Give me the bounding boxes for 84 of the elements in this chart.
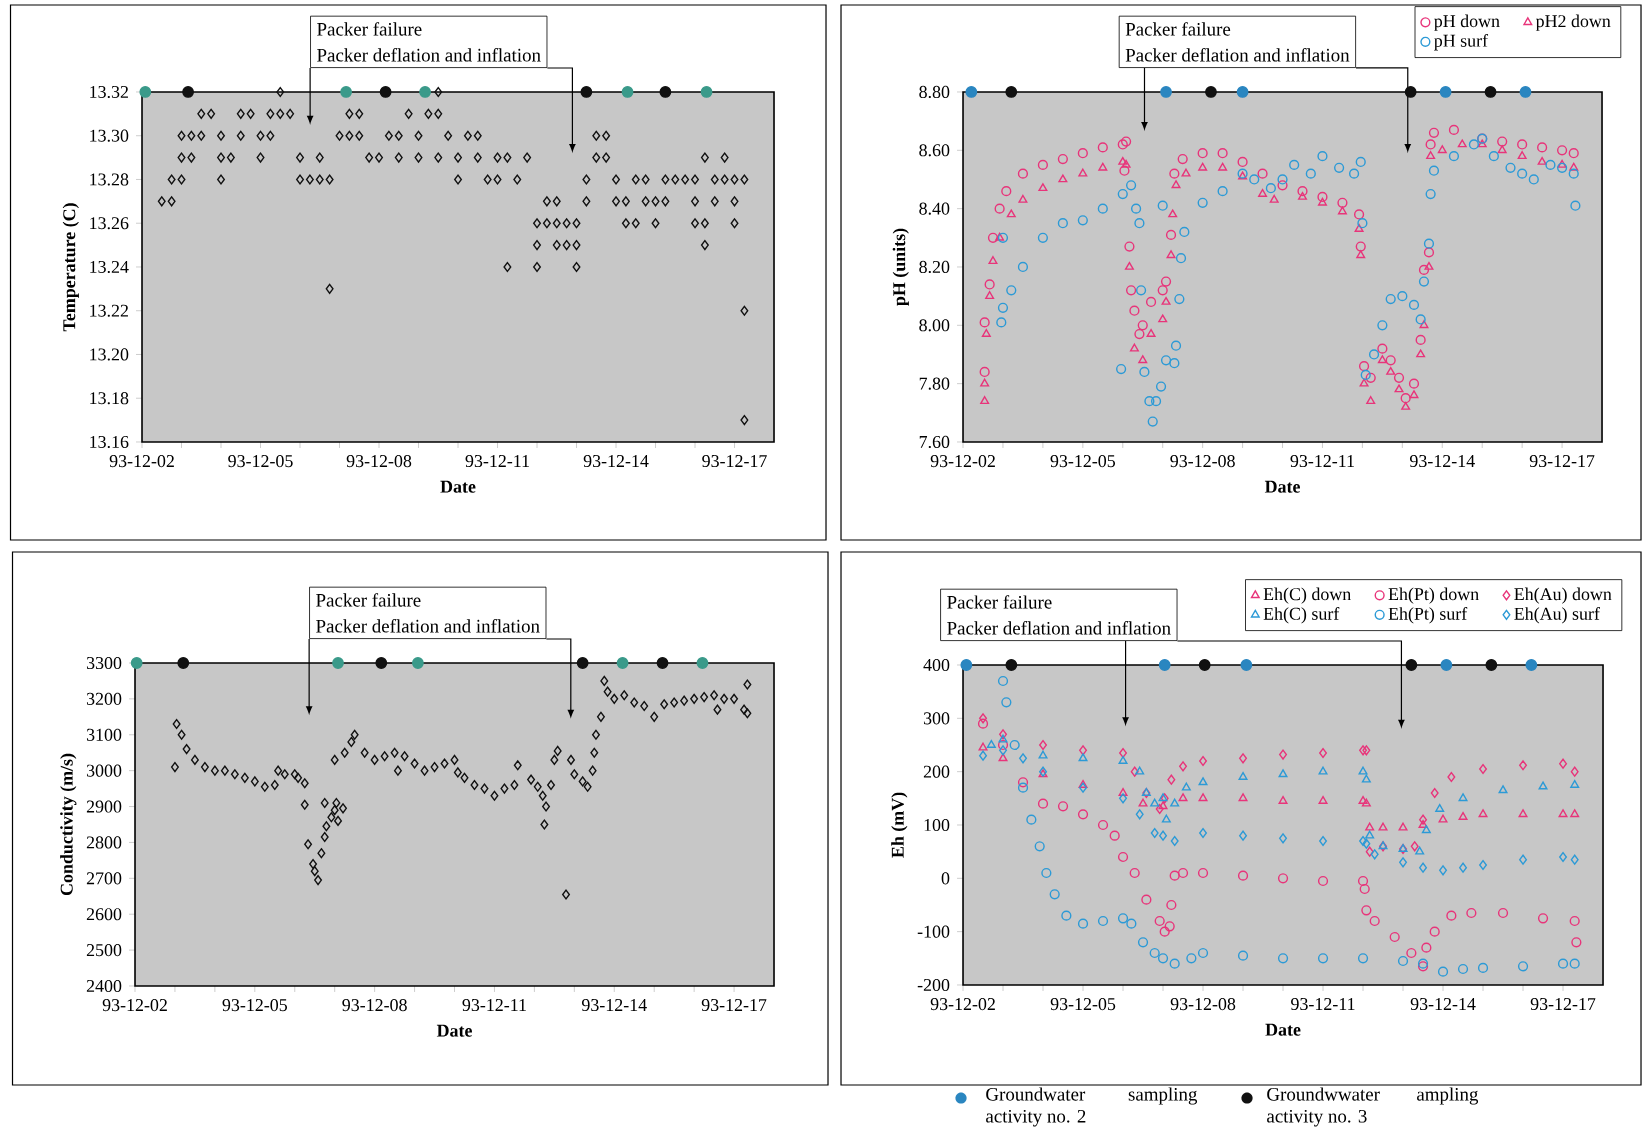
text: Packer failure [317, 22, 422, 36]
x-tick-label: 93-12-02 [109, 455, 174, 468]
y-tick-label: 2900 [86, 800, 122, 813]
y-tick-label: 3300 [86, 656, 122, 670]
x-tick-label: 93-12-17 [702, 455, 767, 468]
y-tick-label: 2600 [86, 908, 122, 921]
y-tick-label: 13.28 [90, 173, 129, 186]
x-tick-label: 93-12-11 [465, 455, 529, 468]
y-tick-label: 2800 [86, 836, 122, 849]
y-tick-label: 3000 [86, 764, 122, 777]
legend-label: Eh(C) surf [1263, 607, 1340, 624]
y-tick-label: 400 [923, 658, 950, 672]
y-tick-label: 3100 [86, 728, 122, 741]
x-tick-label: 93-12-14 [581, 999, 647, 1012]
y-tick-label: -100 [917, 925, 950, 938]
y-tick-label: 2400 [86, 979, 122, 993]
y-tick-label: 13.22 [90, 304, 128, 317]
x-tick-label: 93-12-08 [346, 455, 412, 468]
y-tick-label: 7.80 [919, 377, 950, 390]
x-tick-label: 93-12-17 [1529, 455, 1595, 468]
x-axis-title: Date [1264, 480, 1300, 493]
legend-label: Eh(Au) down [1514, 587, 1612, 604]
y-tick-label: 0 [941, 872, 950, 885]
y-tick-label: 100 [924, 818, 950, 832]
x-tick-label: 93-12-02 [102, 999, 167, 1012]
legend-label: pH down [1434, 14, 1500, 31]
legend-label: Eh(Au) surf [1514, 607, 1600, 624]
x-tick-label: 93-12-02 [930, 998, 995, 1011]
x-tick-label: 93-12-14 [583, 455, 649, 468]
legend-label: pH surf [1434, 33, 1489, 51]
y-tick-label: 2500 [86, 944, 122, 957]
y-axis-title: Eh (mV) [891, 792, 908, 858]
x-tick-label: 93-12-08 [1170, 455, 1235, 468]
y-tick-label: -200 [917, 978, 950, 992]
x-tick-label: 93-12-08 [342, 999, 407, 1012]
x-tick-label: 93-12-17 [1530, 998, 1596, 1011]
y-axis-title: Temperature (C) [62, 203, 79, 332]
x-tick-label: 93-12-05 [222, 999, 288, 1012]
x-tick-label: 93-12-05 [1050, 455, 1116, 468]
legend-label: Eh(Pt) down [1388, 587, 1479, 604]
text: Packer failure [316, 593, 421, 607]
y-tick-label: 8.80 [919, 85, 950, 99]
x-axis-title: Date [436, 1024, 472, 1037]
y-tick-label: 13.30 [90, 129, 129, 142]
text: Packer deflation and inflation [1125, 48, 1350, 62]
y-tick-label: 3200 [86, 692, 122, 705]
text: Groundwwater ampling activity no. 3 [1267, 1087, 1479, 1127]
y-tick-label: 13.16 [90, 435, 129, 449]
x-tick-label: 93-12-11 [1290, 455, 1354, 468]
y-axis-title: pH (units) [892, 228, 909, 306]
text: Packer failure [1125, 22, 1231, 36]
x-tick-label: 93-12-17 [701, 999, 767, 1012]
x-tick-label: 93-12-11 [1291, 998, 1355, 1011]
y-tick-label: 13.32 [90, 85, 128, 99]
legend-label: Eh(Pt) surf [1388, 607, 1468, 624]
x-tick-label: 93-12-05 [228, 455, 293, 468]
text: Packer failure [947, 595, 1052, 609]
y-tick-label: 300 [923, 712, 950, 725]
y-axis-title: Conductivity (m/s) [60, 753, 77, 896]
text: Groundwater sampling activity no. 2 [986, 1087, 1198, 1127]
legend-label: pH2 down [1535, 14, 1611, 31]
text: Packer deflation and inflation [316, 619, 540, 633]
y-tick-label: 8.60 [919, 144, 950, 157]
text: Packer deflation and inflation [317, 48, 541, 62]
y-tick-label: 13.18 [90, 392, 129, 405]
y-tick-label: 13.26 [90, 217, 129, 230]
legend-label: Eh(C) down [1263, 587, 1351, 604]
x-tick-label: 93-12-14 [1410, 998, 1476, 1011]
x-tick-label: 93-12-08 [1170, 998, 1236, 1011]
y-tick-label: 7.60 [919, 435, 950, 449]
y-tick-label: 200 [923, 765, 950, 778]
x-tick-label: 93-12-11 [462, 999, 526, 1012]
x-tick-label: 93-12-14 [1409, 455, 1475, 468]
y-tick-label: 13.24 [90, 260, 129, 274]
y-tick-label: 13.20 [90, 348, 129, 361]
x-tick-label: 93-12-05 [1050, 998, 1116, 1011]
y-tick-label: 8.40 [919, 202, 950, 215]
y-tick-label: 8.20 [919, 260, 950, 274]
x-axis-title: Date [1265, 1023, 1301, 1036]
y-tick-label: 2700 [86, 872, 122, 885]
text: Packer deflation and inflation [947, 621, 1171, 635]
x-tick-label: 93-12-02 [930, 455, 995, 468]
x-axis-title: Date [440, 480, 476, 493]
y-tick-label: 8.00 [919, 319, 950, 332]
